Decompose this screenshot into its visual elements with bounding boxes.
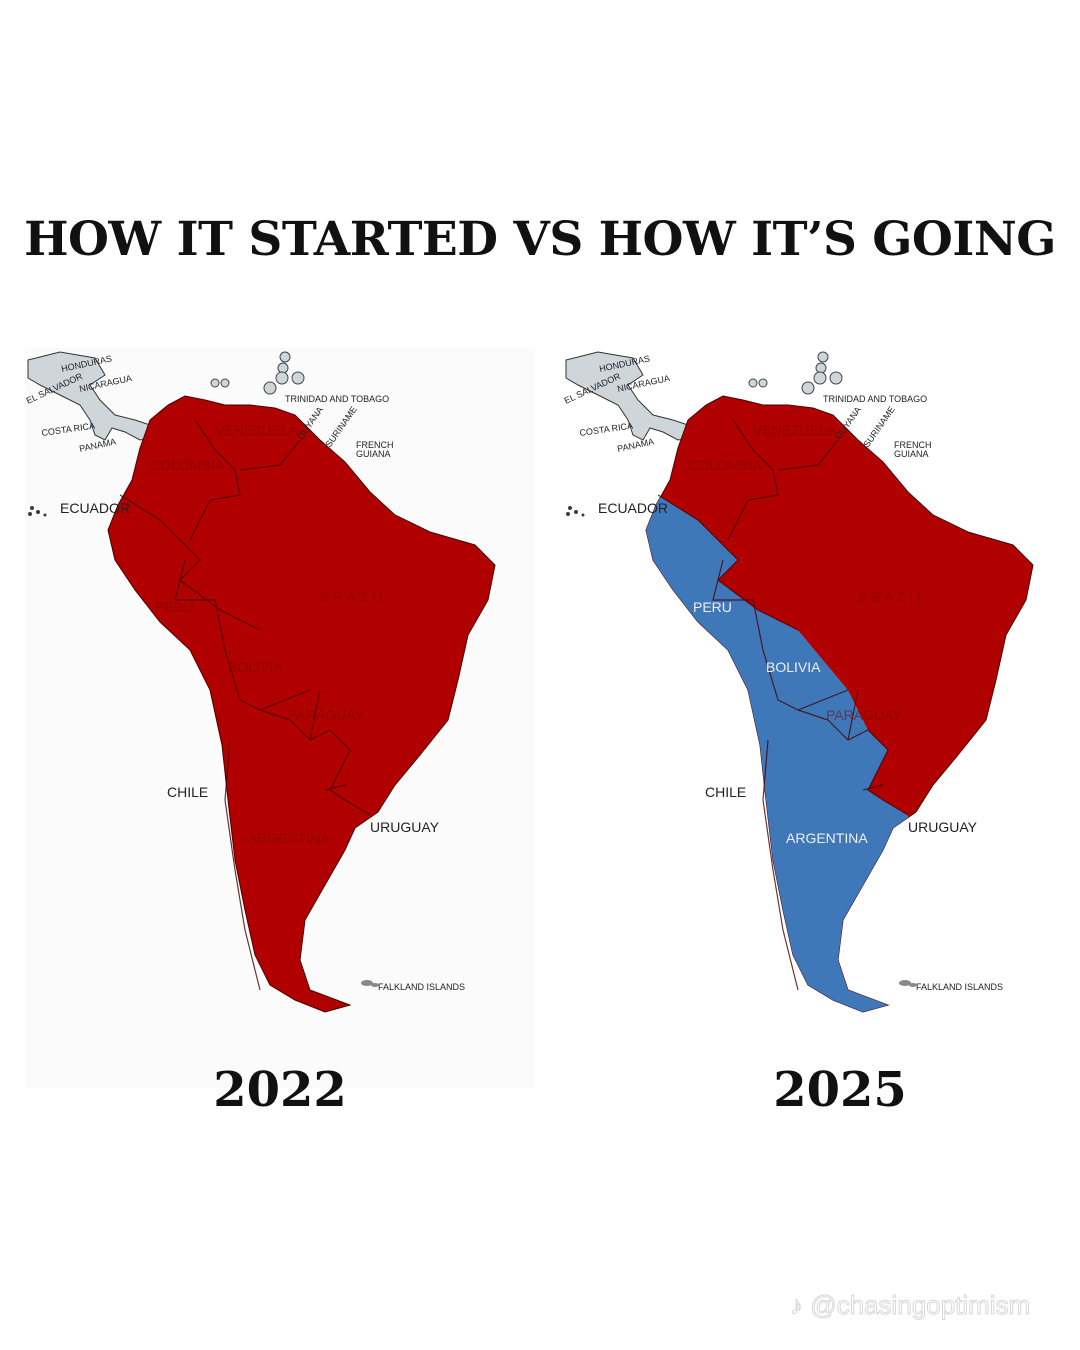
label-suriname: SURINAME [861,404,896,449]
year-label-2025: 2025 [773,1062,907,1118]
label-argentina: ARGENTINA [786,830,868,846]
map-2022: HONDURAS NICARAGUA EL SALVADOR COSTA RIC… [25,348,535,1088]
galapagos-islands [28,506,47,517]
label-french-guiana-2: GUIANA [894,449,929,459]
falkland-islands [361,980,379,987]
label-uruguay: URUGUAY [370,819,440,835]
label-costa-rica: COSTA RICA [579,421,634,438]
label-costa-rica: COSTA RICA [41,421,96,438]
central-america [565,351,691,441]
label-venezuela: VENEZUELA [215,422,299,438]
label-colombia: COLOMBIA [150,457,225,473]
page-title: HOW IT STARTED VS HOW IT’S GOING [24,212,1056,267]
label-panama: PANAMA [78,436,117,454]
label-paraguay: PARAGUAY [288,707,364,723]
label-venezuela: VENEZUELA [753,422,837,438]
label-ecuador: ECUADOR [598,500,668,516]
galapagos-islands [566,506,585,517]
caribbean-islands [748,351,843,395]
label-french-guiana-1: FRENCH [894,440,932,450]
label-peru: PERU [693,599,732,615]
country-borders [657,419,909,991]
label-falklands: FALKLAND ISLANDS [916,982,1003,992]
label-bolivia: BOLIVIA [766,659,821,675]
label-peru: PERU [155,599,194,615]
label-ecuador: ECUADOR [60,500,130,516]
label-bolivia: BOLIVIA [228,659,283,675]
central-america [27,351,153,441]
tiktok-watermark: ♪ @chasingoptimism [789,1290,1031,1321]
label-brazil: B R A Z I L [320,589,387,605]
label-suriname: SURINAME [323,404,358,449]
label-chile: CHILE [167,784,208,800]
country-borders [119,419,371,991]
label-uruguay: URUGUAY [908,819,978,835]
label-french-guiana-1: FRENCH [356,440,394,450]
label-chile: CHILE [705,784,746,800]
falkland-islands [899,980,917,987]
label-brazil: B R A Z I L [858,589,925,605]
label-paraguay: PARAGUAY [826,707,902,723]
label-trinidad: TRINIDAD AND TOBAGO [823,394,927,404]
map-2025: HONDURAS NICARAGUA EL SALVADOR COSTA RIC… [563,348,1073,1088]
year-label-2022: 2022 [213,1062,347,1118]
label-french-guiana-2: GUIANA [356,449,391,459]
south-america-landmass [107,395,496,1013]
label-panama: PANAMA [616,436,655,454]
label-falklands: FALKLAND ISLANDS [378,982,465,992]
caribbean-islands [210,351,305,395]
label-argentina: ARGENTINA [248,830,330,846]
label-colombia: COLOMBIA [688,457,763,473]
label-trinidad: TRINIDAD AND TOBAGO [285,394,389,404]
